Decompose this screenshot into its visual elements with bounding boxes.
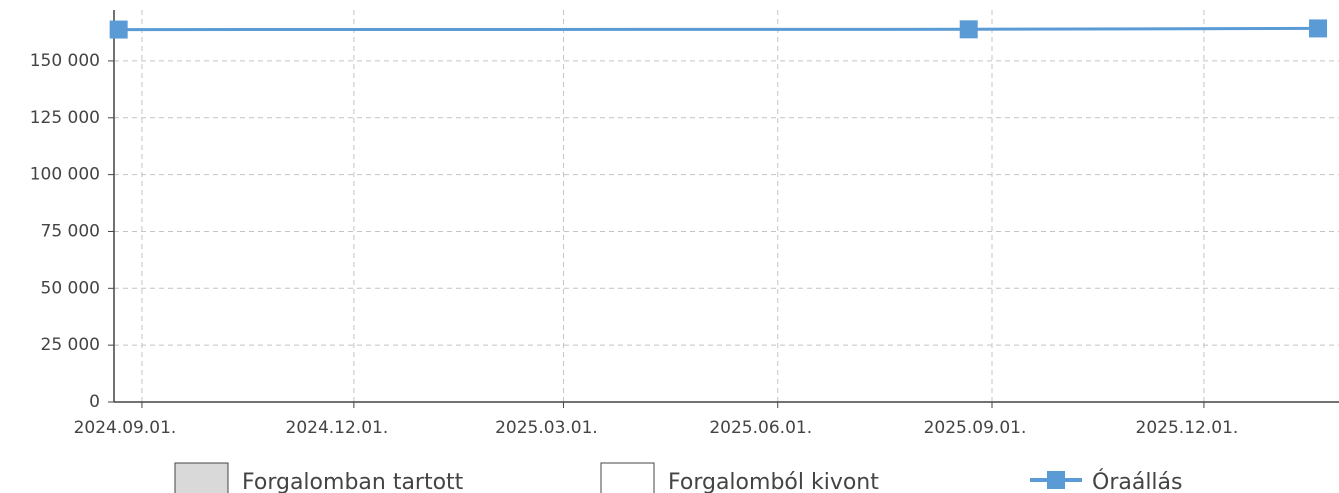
legend-label: Óraállás: [1092, 469, 1183, 493]
y-tick-label: 75 000: [41, 221, 100, 241]
legend-label: Forgalomban tartott: [242, 470, 464, 493]
x-tick-label: 2025.03.01.: [495, 418, 598, 438]
y-tick-label: 50 000: [41, 278, 100, 298]
y-tick-label: 150 000: [30, 51, 100, 71]
y-tick-label: 25 000: [41, 335, 100, 355]
x-tick-label: 2025.12.01.: [1136, 418, 1239, 438]
legend-swatch: [174, 462, 229, 493]
point-marker: [1309, 19, 1328, 38]
x-tick-label: 2024.12.01.: [286, 418, 389, 438]
point-marker: [109, 20, 128, 39]
x-tick-label: 2024.09.01.: [74, 418, 177, 438]
x-tick-label: 2025.06.01.: [709, 418, 812, 438]
legend-marker: [1047, 471, 1065, 489]
y-tick-label: 0: [89, 392, 100, 412]
x-tick-label: 2025.09.01.: [924, 418, 1027, 438]
y-tick-label: 100 000: [30, 165, 100, 185]
point-marker: [959, 20, 978, 39]
y-tick-label: 125 000: [30, 108, 100, 128]
series-line: [118, 26, 1319, 32]
legend-label: Forgalomból kivont: [668, 470, 879, 493]
legend-swatch: [600, 462, 655, 493]
